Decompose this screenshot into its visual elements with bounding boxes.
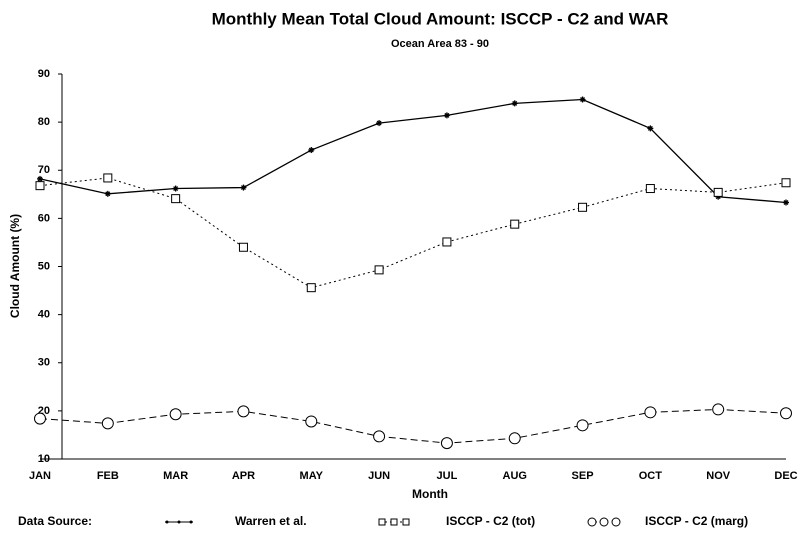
point (647, 125, 654, 132)
point-part (444, 112, 450, 118)
y-axis-label: Cloud Amount (%) (8, 214, 22, 318)
point-part (105, 191, 111, 197)
point (171, 194, 181, 204)
x-tick-label: MAY (300, 470, 324, 482)
point (510, 219, 520, 229)
point (443, 112, 450, 119)
x-tick-label: MAR (163, 470, 188, 482)
x-tick-label: FEB (97, 470, 119, 482)
point (576, 419, 589, 432)
legend-title: Data Source: (18, 514, 92, 528)
point-part (512, 100, 518, 106)
x-tick-label: AUG (503, 470, 527, 482)
x-tick-label: NOV (706, 470, 731, 482)
point (237, 405, 250, 418)
point (511, 100, 518, 107)
legend-marker (611, 517, 621, 527)
y-tick-label: 70 (38, 164, 50, 176)
legend-label: ISCCP - C2 (marg) (645, 514, 748, 528)
point (238, 242, 248, 252)
point-part (647, 125, 653, 131)
series-line (39, 98, 787, 204)
legend-label: ISCCP - C2 (tot) (446, 514, 535, 528)
point-part (580, 97, 586, 102)
point (35, 181, 45, 191)
legend-marker (587, 517, 597, 527)
point (374, 265, 384, 275)
point (305, 415, 318, 428)
point (104, 190, 111, 197)
point (37, 175, 43, 182)
y-tick-label: 90 (38, 68, 50, 80)
x-tick-label: SEP (572, 470, 594, 482)
point (306, 283, 316, 293)
point-part (240, 185, 246, 191)
point (442, 237, 452, 247)
y-tick-label: 40 (38, 309, 50, 321)
legend-marker (402, 518, 410, 526)
point (376, 120, 383, 127)
point (579, 96, 586, 103)
point-part (37, 176, 43, 182)
point (169, 408, 182, 421)
point (780, 407, 792, 420)
point (308, 147, 315, 154)
legend-label: Warren et al. (235, 514, 307, 528)
point (645, 184, 655, 194)
y-tick-label: 50 (38, 260, 50, 272)
point (644, 406, 657, 419)
point (101, 417, 114, 430)
x-tick-label: JUN (368, 470, 390, 482)
point (373, 430, 386, 443)
point-part (783, 200, 789, 205)
point (781, 178, 791, 188)
y-tick-label: 30 (38, 357, 50, 369)
x-axis-label: Month (412, 487, 448, 501)
point-part (173, 186, 179, 191)
y-tick-label: 60 (38, 212, 50, 224)
x-tick-label: OCT (639, 470, 663, 482)
x-tick-label: APR (232, 470, 255, 482)
point (712, 403, 725, 416)
point (34, 412, 46, 425)
point (713, 187, 723, 197)
x-tick-label: DEC (774, 470, 797, 482)
legend-marker (189, 520, 193, 524)
legend-marker (378, 518, 386, 526)
y-tick-label: 80 (38, 116, 50, 128)
legend-marker (390, 518, 398, 526)
x-tick-label: JAN (29, 470, 51, 482)
point-part (376, 120, 382, 126)
point (578, 202, 588, 212)
y-tick-label: 10 (38, 453, 50, 465)
point (240, 184, 247, 191)
x-tick-label: JUL (437, 470, 458, 482)
legend-marker (599, 517, 609, 527)
point (508, 432, 521, 445)
point (172, 185, 179, 192)
point-part (308, 147, 314, 153)
chart-title: Monthly Mean Total Cloud Amount: ISCCP -… (212, 9, 669, 28)
series-line (39, 177, 787, 289)
point (783, 199, 789, 206)
legend-marker (177, 520, 181, 524)
point (440, 437, 453, 450)
chart-subtitle: Ocean Area 83 - 90 (391, 38, 489, 50)
point (103, 173, 113, 183)
series-line (39, 408, 787, 444)
legend-marker (165, 520, 169, 524)
